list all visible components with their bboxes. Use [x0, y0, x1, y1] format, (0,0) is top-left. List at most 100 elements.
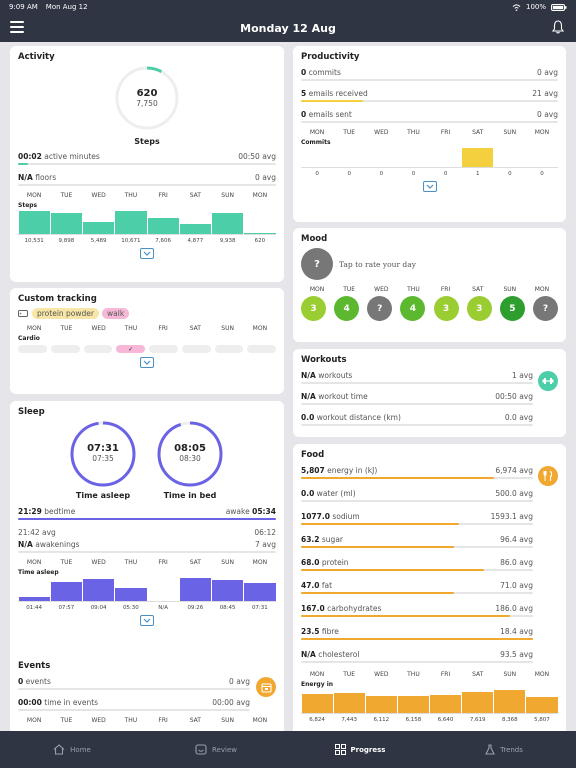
mood-circle[interactable]: 3 [301, 296, 326, 321]
mood-circle[interactable]: 4 [400, 296, 426, 321]
mood-card[interactable]: Mood ? Tap to rate your day MON TUE WED THU… [293, 228, 566, 342]
sleep-title: Sleep [18, 407, 45, 417]
sleep-card[interactable]: Sleep 07:31 07:35 Time asleep 08:05 08:3… [10, 401, 284, 695]
chart-bar [179, 578, 211, 601]
workouts-avg: 1 avg [512, 370, 533, 380]
day-label: WED [91, 192, 106, 199]
steps-goal: 7,750 [136, 99, 158, 108]
day-label: FRI [158, 192, 168, 199]
food-row: 47.0 fat 71.0 avg [301, 579, 533, 591]
day-label: MON [26, 717, 42, 724]
bell-icon[interactable] [552, 20, 564, 34]
productivity-expand-button[interactable] [422, 181, 437, 192]
day-label: TUE [60, 559, 73, 566]
workouts-card[interactable]: Workouts N/A workouts 1 avg N/A workout … [293, 349, 566, 437]
time-in-bed-ring: 08:05 08:30 [157, 421, 223, 487]
day-label: SAT [189, 717, 201, 724]
chevron-down-icon [143, 360, 151, 365]
cardio-cell[interactable] [18, 345, 47, 353]
chevron-down-icon [143, 251, 151, 256]
activity-title: Activity [18, 52, 55, 62]
mood-circle[interactable]: 4 [334, 296, 360, 321]
chart-bar [83, 222, 115, 234]
add-workout-button[interactable] [538, 371, 558, 391]
chart-bar [18, 596, 50, 601]
tab-trends[interactable]: Trends [432, 731, 576, 768]
dumbbell-icon [542, 378, 554, 384]
events-label: events [25, 676, 51, 686]
chart-bar [212, 212, 244, 234]
time-asleep-value: 07:31 [87, 443, 119, 454]
day-label: MON [534, 129, 550, 136]
cardio-cell[interactable] [247, 345, 276, 353]
day-label: MON [534, 671, 550, 678]
rate-day-button[interactable]: ? [301, 248, 333, 280]
chart-bar [115, 587, 147, 601]
tab-progress-label: Progress [350, 745, 386, 754]
cardio-cell[interactable] [50, 345, 80, 353]
custom-expand-button[interactable] [140, 357, 154, 368]
food-rows: 5,807 energy in (kJ) 6,974 avg 0.0 water (… [301, 464, 533, 663]
cardio-cell[interactable] [214, 345, 244, 353]
chart-value-label: 09:04 [90, 605, 107, 611]
floors-value: N/A [18, 172, 33, 182]
activity-expand-button[interactable] [140, 248, 154, 259]
emails-sent-label: emails sent [308, 109, 352, 119]
emails-sent-value: 0 [301, 109, 307, 119]
food-card[interactable]: Food 5,807 energy in (kJ) 6,974 avg 0.0 wa… [293, 444, 566, 736]
time-asleep-label: Time asleep [75, 491, 131, 500]
productivity-card[interactable]: Productivity 0 commits 0 avg 5 emails re… [293, 46, 566, 222]
mood-circle[interactable]: 3 [466, 296, 492, 321]
commits-label: commits [308, 67, 341, 77]
food-values: 6,824 7,443 6,112 6,158 6,640 7,619 8,368 5,807 [301, 717, 558, 723]
cardio-cell[interactable] [181, 345, 211, 353]
mood-circle[interactable]: 3 [433, 296, 459, 321]
cardio-cell[interactable] [149, 345, 178, 353]
day-label: TUE [343, 129, 356, 136]
cardio-cell[interactable] [83, 345, 113, 353]
add-food-button[interactable] [538, 466, 558, 486]
food-row-bar [301, 546, 533, 548]
chart-bar [50, 581, 82, 601]
menu-icon[interactable] [10, 21, 24, 33]
bedtime-avg: 21:42 avg [18, 527, 56, 537]
activity-values: 10,531 9,898 5,489 10,671 7,606 4,877 9,938 620 [18, 238, 276, 244]
events-days: MON TUE WED THU FRI SAT SUN MON [18, 717, 276, 724]
activity-card[interactable]: Activity 620 7,750 Steps 00:02 active mi… [10, 46, 284, 282]
sleep-expand-button[interactable] [140, 615, 154, 626]
day-label: WED [91, 325, 106, 332]
chart-value-label: 620 [254, 238, 266, 244]
mood-circle[interactable]: 5 [499, 296, 525, 321]
food-row: 23.5 fibre 18.4 avg [301, 625, 533, 637]
food-row-label: cholesterol [315, 649, 360, 659]
custom-tracking-card[interactable]: Custom tracking protein powder walk MON T… [10, 288, 284, 394]
chart-value-label: 0 [443, 171, 448, 177]
add-event-button[interactable] [256, 677, 276, 697]
mood-circle[interactable]: ? [367, 296, 393, 321]
workout-distance-value: 0.0 [301, 412, 315, 422]
food-row-label: fat [319, 580, 333, 590]
tab-home-label: Home [70, 745, 91, 754]
cardio-cell[interactable]: ✓ [116, 345, 145, 353]
food-row: 167.0 carbohydrates 186.0 avg [301, 602, 533, 614]
tab-home[interactable]: Home [0, 731, 144, 768]
tag-protein-powder[interactable]: protein powder [32, 308, 99, 319]
food-row-avg: 18.4 avg [500, 626, 533, 636]
food-row: 0.0 water (ml) 500.0 avg [301, 487, 533, 499]
day-label: SUN [221, 559, 234, 566]
food-row-avg: 1593.1 avg [490, 511, 533, 521]
tag-walk[interactable]: walk [102, 308, 130, 319]
day-label: SAT [472, 129, 484, 136]
food-row-bar [301, 638, 533, 640]
chart-bar [494, 690, 526, 713]
review-icon [195, 744, 207, 755]
day-label: SAT [189, 325, 201, 332]
rate-day-prompt[interactable]: Tap to rate your day [339, 259, 416, 269]
mood-circle[interactable]: ? [532, 296, 558, 321]
events-card[interactable]: Events 0 events 0 avg 00:00 time in even… [10, 655, 284, 735]
sleep-chart [18, 576, 276, 602]
emails-sent-bar [301, 121, 558, 123]
tab-progress[interactable]: Progress [288, 731, 432, 768]
floors-label: floors [35, 172, 57, 182]
tab-review[interactable]: Review [144, 731, 288, 768]
